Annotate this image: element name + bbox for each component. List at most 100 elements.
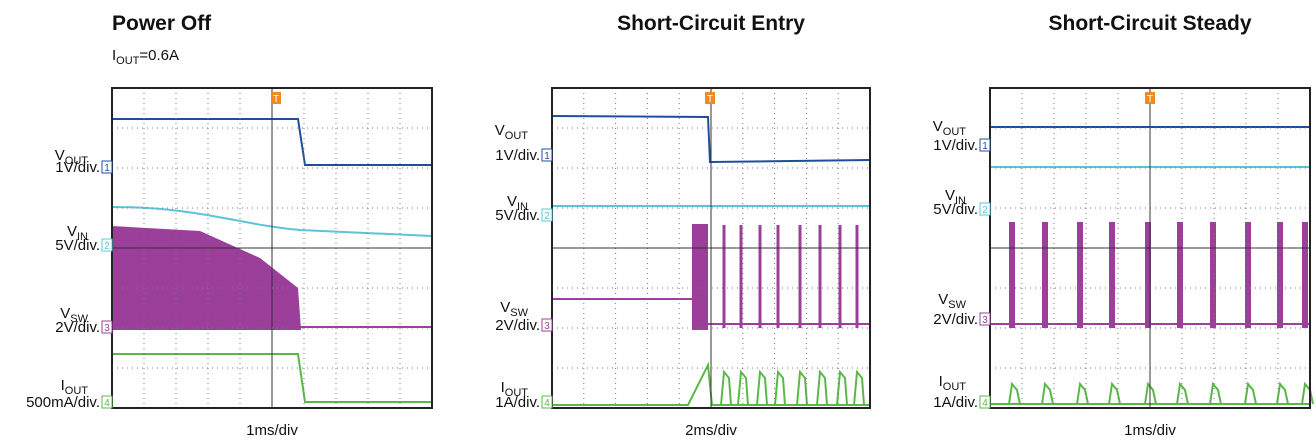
subtitle-part: OUT bbox=[116, 55, 140, 67]
channel-scale: 1V/div. bbox=[495, 147, 540, 164]
channel-marker-label: 4 bbox=[982, 398, 988, 409]
channel-name: VSW bbox=[500, 299, 528, 319]
channel-name: IOUT bbox=[939, 373, 967, 393]
trace-vin bbox=[111, 206, 433, 237]
channel-marker-label: 3 bbox=[544, 321, 550, 332]
trace-vsw bbox=[112, 226, 301, 330]
channel-name-sub: OUT bbox=[505, 130, 529, 142]
trigger-label: T bbox=[273, 94, 279, 105]
channel-name: VOUT bbox=[933, 118, 967, 138]
channel-marker-label: 4 bbox=[544, 398, 550, 409]
trace-iout bbox=[1041, 381, 1054, 405]
trace-iout bbox=[1301, 381, 1314, 405]
channel-name: IOUT bbox=[61, 377, 89, 397]
channel-marker-label: 1 bbox=[104, 163, 110, 174]
trigger-label: T bbox=[707, 94, 713, 105]
channel-name-sub: IN bbox=[517, 201, 528, 213]
channel-name: VIN bbox=[507, 193, 528, 213]
channel-name: VOUT bbox=[495, 122, 529, 142]
trace-vsw bbox=[1210, 222, 1216, 328]
waveforms bbox=[111, 115, 1314, 406]
trigger-label: T bbox=[1147, 94, 1153, 105]
channel-name-sub: SW bbox=[70, 313, 88, 325]
panel-title: Short-Circuit Steady bbox=[1048, 12, 1251, 35]
trace-vsw bbox=[1277, 222, 1283, 328]
trace-vout bbox=[551, 115, 871, 164]
channel-marker-label: 2 bbox=[104, 241, 110, 252]
channel-scale: 1V/div. bbox=[933, 137, 978, 154]
trace-iout bbox=[1244, 381, 1257, 405]
channel-name-main: V bbox=[67, 223, 77, 240]
trace-vsw bbox=[552, 298, 870, 325]
channel-name: VSW bbox=[60, 305, 88, 325]
channel-scale: 1A/div. bbox=[495, 394, 540, 411]
trace-iout bbox=[1176, 381, 1189, 405]
trace-iout bbox=[1209, 381, 1222, 405]
channel-marker bbox=[101, 160, 113, 174]
trace-iout bbox=[1108, 381, 1121, 405]
subtitle-part: I bbox=[112, 47, 116, 64]
channel-name: VOUT bbox=[55, 147, 89, 167]
channel-name-sub: OUT bbox=[943, 381, 967, 393]
subtitle-part: =0.6A bbox=[139, 47, 179, 64]
channel-marker-label: 1 bbox=[544, 151, 550, 162]
trace-iout bbox=[796, 369, 808, 406]
channel-marker bbox=[541, 318, 553, 332]
trace-iout bbox=[1076, 381, 1089, 405]
trace-vsw bbox=[1245, 222, 1251, 328]
timebase: 2ms/div bbox=[685, 422, 737, 439]
channel-name-main: V bbox=[500, 299, 510, 316]
trace-vsw bbox=[692, 224, 708, 330]
channel-name: VIN bbox=[67, 223, 88, 243]
channel-marker bbox=[541, 148, 553, 162]
channel-name-main: V bbox=[55, 147, 65, 164]
trace-vsw bbox=[1009, 222, 1015, 328]
channel-name-main: V bbox=[933, 118, 943, 135]
channel-name-main: I bbox=[501, 379, 505, 396]
trace-vsw bbox=[1077, 222, 1083, 328]
channel-marker bbox=[101, 395, 113, 409]
trace-iout bbox=[853, 369, 865, 406]
channel-name-sub: SW bbox=[948, 299, 966, 311]
channel-marker bbox=[101, 320, 113, 334]
subtitle: IOUT=0.6A bbox=[112, 47, 179, 67]
channel-name-main: V bbox=[495, 122, 505, 139]
channel-name-sub: IN bbox=[955, 195, 966, 207]
channel-marker bbox=[979, 138, 991, 152]
channel-name-sub: OUT bbox=[65, 155, 89, 167]
scope-frame bbox=[989, 87, 1311, 409]
channel-name-main: I bbox=[61, 377, 65, 394]
channel-marker-label: 4 bbox=[104, 398, 110, 409]
trigger-marker bbox=[1145, 92, 1155, 104]
trace-iout bbox=[816, 369, 828, 406]
channel-name-main: I bbox=[939, 373, 943, 390]
channel-name-sub: OUT bbox=[943, 126, 967, 138]
timebase: 1ms/div bbox=[246, 422, 298, 439]
trace-iout bbox=[552, 361, 870, 406]
channel-scale: 2V/div. bbox=[55, 319, 100, 336]
channel-name-main: V bbox=[945, 187, 955, 204]
channel-name-main: V bbox=[60, 305, 70, 322]
trace-iout bbox=[112, 353, 432, 403]
trace-iout bbox=[774, 369, 786, 406]
channel-name-main: V bbox=[938, 291, 948, 308]
channel-name-sub: OUT bbox=[505, 387, 529, 399]
panel-title: Short-Circuit Entry bbox=[617, 12, 805, 35]
trigger-marker bbox=[705, 92, 715, 104]
channel-scale: 1A/div. bbox=[933, 394, 978, 411]
channel-scale: 2V/div. bbox=[495, 317, 540, 334]
trace-iout bbox=[1008, 381, 1021, 405]
trace-iout bbox=[1276, 381, 1289, 405]
channel-scale: 500mA/div. bbox=[26, 394, 100, 411]
channel-name-main: V bbox=[507, 193, 517, 210]
channel-marker-label: 3 bbox=[982, 315, 988, 326]
trace-vsw bbox=[1042, 222, 1048, 328]
trace-vsw bbox=[1177, 222, 1183, 328]
panel-title: Power Off bbox=[112, 12, 212, 35]
trace-iout bbox=[756, 369, 768, 406]
channel-marker-label: 3 bbox=[104, 323, 110, 334]
channel-marker bbox=[979, 312, 991, 326]
scope-frame bbox=[551, 87, 871, 409]
channel-marker-label: 2 bbox=[982, 205, 988, 216]
